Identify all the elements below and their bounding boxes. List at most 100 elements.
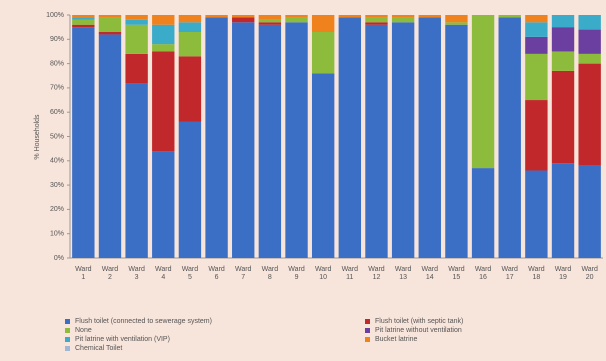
bar-segment <box>578 63 601 166</box>
bar-segment <box>578 29 601 54</box>
bar-segment <box>72 17 95 20</box>
bar-segment <box>152 44 175 52</box>
bar-segment <box>578 53 601 64</box>
bar-segment <box>338 17 362 259</box>
x-tick-label: Ward 4 <box>155 266 172 281</box>
bar-segment <box>178 121 202 258</box>
legend-swatch <box>65 318 70 324</box>
bar-segment <box>338 15 362 18</box>
legend-swatch <box>365 336 370 342</box>
legend-entry: Chemical Toilet <box>65 345 122 352</box>
bar-segment <box>578 165 601 258</box>
legend-entry: Pit latrine with ventilation (VIP) <box>65 336 170 343</box>
y-tick-label: 20% <box>50 206 64 213</box>
x-tick-label: Ward 14 <box>421 266 438 281</box>
bar-segment <box>125 83 148 258</box>
x-tick-label: Ward 16 <box>474 266 492 281</box>
legend-label: None <box>75 327 92 334</box>
bar-segment <box>391 22 415 258</box>
bar-segment <box>125 19 148 25</box>
bar-segment <box>152 151 175 258</box>
bar-segment <box>125 15 148 20</box>
x-tick-label: Ward 8 <box>261 266 279 281</box>
legend-entry: Bucket latrine <box>365 336 417 343</box>
bar-segment <box>205 17 228 259</box>
bar-segment <box>311 32 335 74</box>
bar-segment <box>311 15 335 33</box>
legend-swatch <box>365 327 370 333</box>
bar-segment <box>525 15 548 23</box>
legend-label: Flush toilet (with septic tank) <box>375 318 464 325</box>
legend-swatch <box>65 345 70 351</box>
bar-segment <box>445 22 468 25</box>
x-tick-label: Ward 19 <box>554 266 572 281</box>
y-tick-label: 100% <box>46 12 64 19</box>
legend-entry: None <box>65 327 92 334</box>
y-tick-label: 80% <box>50 60 64 67</box>
bar-segment <box>551 15 575 28</box>
y-tick-label: 0% <box>54 255 64 262</box>
y-tick-label: 50% <box>50 133 64 140</box>
x-tick-label: Ward 3 <box>128 266 145 281</box>
bar-segment <box>551 163 575 258</box>
legend-entry: Pit latrine without ventilation <box>365 327 462 334</box>
bar-segment <box>471 15 495 169</box>
bar-segment <box>391 15 415 18</box>
bar-segment <box>258 22 282 25</box>
x-tick-label: Ward 15 <box>448 266 465 281</box>
bar-segment <box>418 15 441 18</box>
x-tick-label: Ward 13 <box>394 266 412 281</box>
bar-segment <box>232 22 255 258</box>
legend-swatch <box>65 336 70 342</box>
bar-segment <box>445 15 468 23</box>
x-tick-label: Ward 18 <box>528 266 545 281</box>
bar-segment <box>445 24 468 258</box>
x-tick-label: Ward 2 <box>101 266 119 281</box>
bar-segment <box>365 24 388 258</box>
x-tick-label: Ward 20 <box>581 266 598 281</box>
bar-segment <box>152 15 175 25</box>
bar-segment <box>98 15 122 18</box>
bar-segment <box>178 22 202 33</box>
y-tick-label: 60% <box>50 109 64 116</box>
bar-segment <box>551 70 575 164</box>
bar-segment <box>525 53 548 101</box>
x-tick-label: Ward 9 <box>288 266 305 281</box>
legend-label: Flush toilet (connected to sewerage syst… <box>75 318 212 325</box>
x-tick-label: Ward 1 <box>75 266 92 281</box>
x-tick-label: Ward 17 <box>501 266 518 281</box>
bar-segment <box>285 15 308 18</box>
bar-segment <box>525 170 548 258</box>
bar-segment <box>205 15 228 18</box>
legend-label: Pit latrine without ventilation <box>375 327 462 334</box>
x-tick-label: Ward 6 <box>208 266 225 281</box>
bar-segment <box>258 19 282 23</box>
bar-segment <box>232 17 255 23</box>
bar-segment <box>285 22 308 258</box>
bar-segment <box>285 17 308 23</box>
bar-segment <box>471 168 495 258</box>
bar-segment <box>551 27 575 52</box>
bar-segment <box>178 15 202 23</box>
bar-segment <box>258 15 282 20</box>
y-tick-label: 40% <box>50 158 64 165</box>
legend-label: Bucket latrine <box>375 336 418 343</box>
bar-segment <box>365 17 388 23</box>
bar-segment <box>152 51 175 152</box>
bar-segment <box>258 24 282 258</box>
bar-segment <box>72 27 95 259</box>
bar-segment <box>498 17 521 259</box>
bar-segment <box>72 24 95 28</box>
bar-segment <box>98 34 122 258</box>
bar-segment <box>525 100 548 171</box>
legend-entry: Flush toilet (with septic tank) <box>365 318 463 325</box>
legend-entry: Flush toilet (connected to sewerage syst… <box>65 318 212 325</box>
legend-label: Pit latrine with ventilation (VIP) <box>75 336 170 343</box>
x-tick-label: Ward 11 <box>341 266 359 281</box>
bar-segment <box>98 17 122 33</box>
bar-segment <box>365 15 388 18</box>
bar-segment <box>178 56 202 122</box>
y-tick-label: 90% <box>50 36 64 43</box>
